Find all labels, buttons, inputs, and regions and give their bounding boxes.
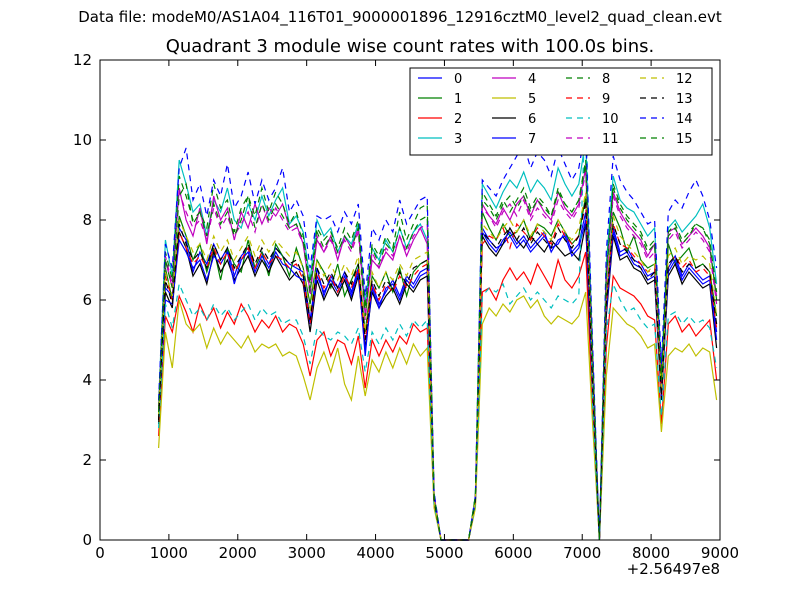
- legend-label-11: 11: [602, 132, 619, 147]
- y-tick-label: 10: [73, 131, 92, 149]
- series-line-5: [158, 291, 718, 541]
- y-tick-label: 12: [73, 51, 92, 69]
- legend-box: [409, 67, 713, 156]
- legend-label-7: 7: [528, 132, 536, 147]
- series-line-6: [158, 223, 718, 541]
- plot-lines: [158, 95, 718, 541]
- chart-title: Quadrant 3 module wise count rates with …: [165, 36, 655, 57]
- legend-label-15: 15: [676, 132, 693, 147]
- axis-ticks: 0 1000 2000 3000 4000 5000 6000 7000 8000 9000 0 2 4…: [73, 51, 739, 562]
- series-line-14: [158, 127, 718, 541]
- series-line-8: [158, 159, 718, 541]
- y-tick-label: 0: [82, 531, 92, 549]
- legend-label-3: 3: [454, 132, 462, 147]
- x-tick-label: 9000: [701, 544, 739, 562]
- x-tick-label: 6000: [494, 544, 532, 562]
- x-tick-label: 1000: [150, 544, 188, 562]
- y-tick-label: 8: [82, 211, 92, 229]
- series-line-2: [158, 251, 718, 541]
- y-tick-label: 6: [82, 291, 92, 309]
- series-line-11: [158, 171, 718, 541]
- legend-label-13: 13: [676, 92, 693, 107]
- x-tick-label: 5000: [425, 544, 463, 562]
- legend-label-14: 14: [676, 112, 693, 127]
- legend-label-2: 2: [454, 112, 462, 127]
- series-line-1: [158, 195, 718, 541]
- legend-label-12: 12: [676, 72, 693, 87]
- x-axis-offset-text: +2.56497e8: [626, 560, 720, 578]
- series-line-13: [158, 199, 718, 541]
- legend-label-1: 1: [454, 92, 462, 107]
- series-line-12: [158, 191, 718, 541]
- legend-label-9: 9: [602, 92, 610, 107]
- legend-label-10: 10: [602, 112, 619, 127]
- legend-label-6: 6: [528, 112, 536, 127]
- x-tick-label: 8000: [632, 544, 670, 562]
- legend-label-5: 5: [528, 92, 536, 107]
- x-tick-label: 2000: [219, 544, 257, 562]
- legend-label-0: 0: [454, 72, 462, 87]
- y-tick-label: 2: [82, 451, 92, 469]
- series-line-10: [158, 95, 718, 541]
- series-line-3: [158, 139, 718, 541]
- x-tick-label: 3000: [288, 544, 326, 562]
- figure-suptitle: Data file: modeM0/AS1A04_116T01_90000018…: [78, 8, 722, 26]
- legend-label-8: 8: [602, 72, 610, 87]
- legend-label-4: 4: [528, 72, 536, 87]
- x-tick-label: 7000: [563, 544, 601, 562]
- y-tick-label: 4: [82, 371, 92, 389]
- x-tick-label: 0: [95, 544, 105, 562]
- series-line-9: [158, 203, 718, 541]
- x-tick-label: 4000: [356, 544, 394, 562]
- series-line-15: [158, 163, 718, 541]
